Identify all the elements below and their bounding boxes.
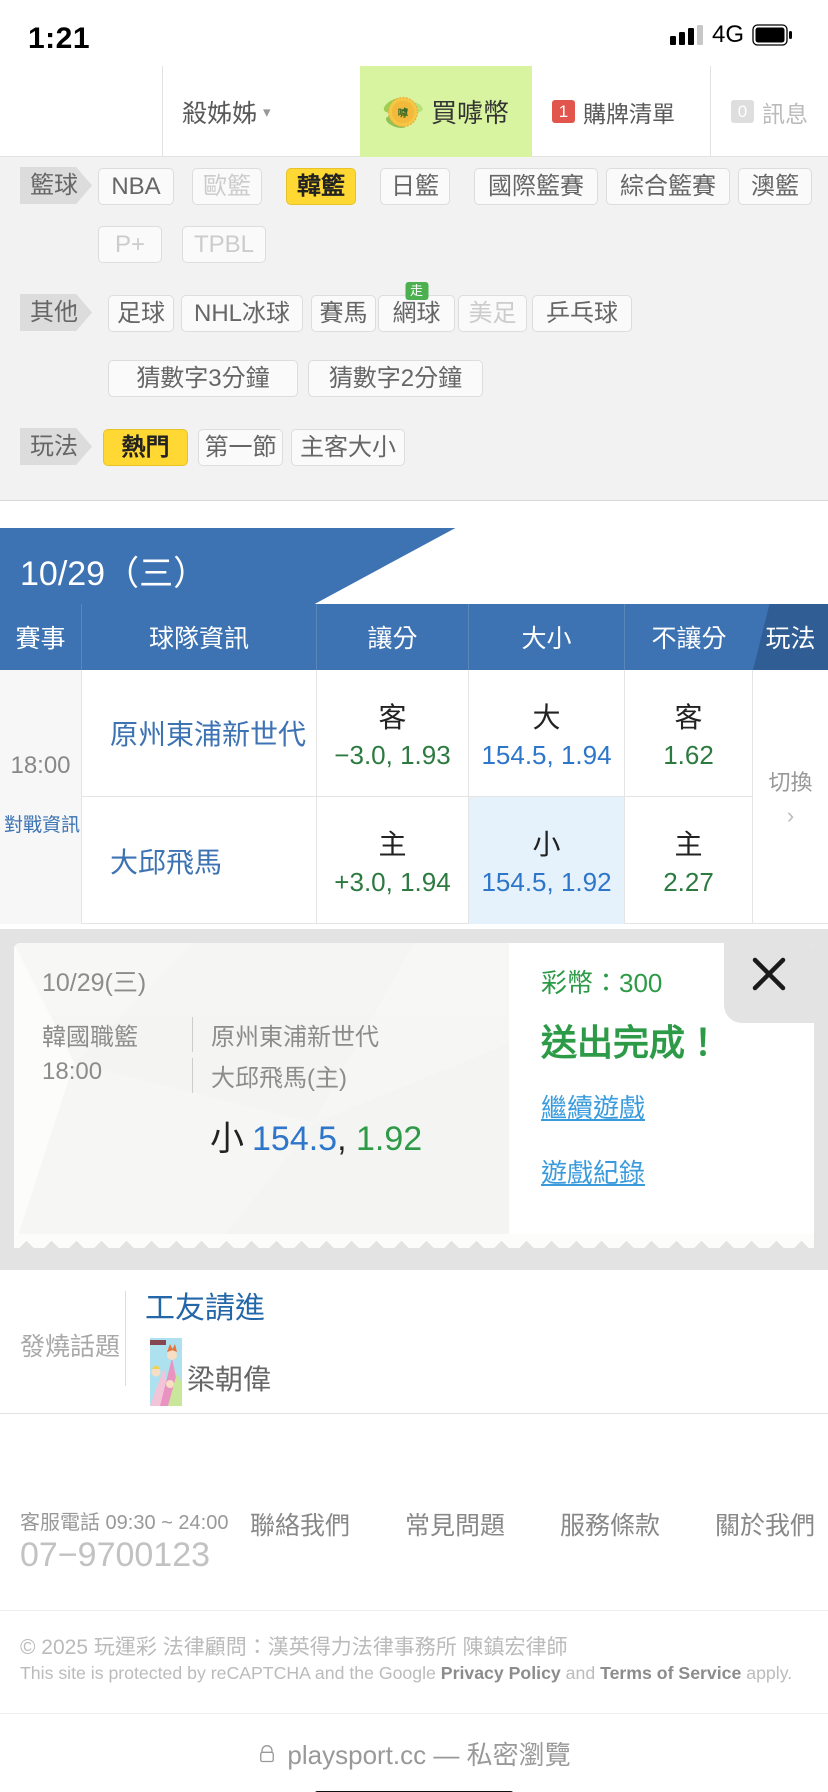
svg-text:嘑: 嘑 — [398, 106, 409, 119]
